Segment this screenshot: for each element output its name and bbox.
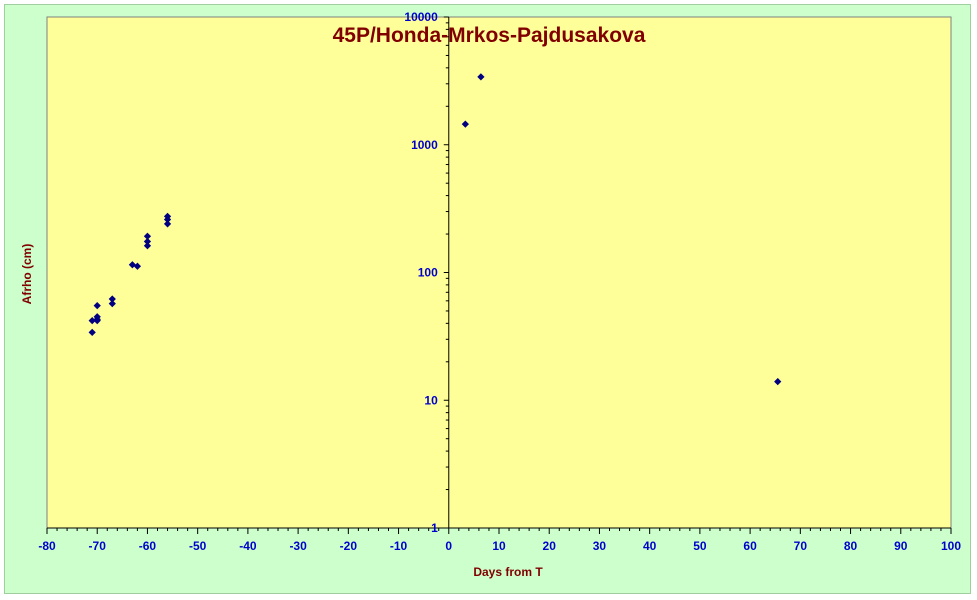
chart-title: 45P/Honda-Mrkos-Pajdusakova <box>333 24 646 47</box>
x-tick-label: -20 <box>340 539 358 553</box>
data-point <box>108 295 116 303</box>
data-point <box>128 261 137 269</box>
axes <box>47 17 951 529</box>
x-tick-label: -70 <box>89 539 107 553</box>
x-tick-label: 50 <box>693 539 707 553</box>
y-tick-label: 10000 <box>404 10 438 24</box>
x-tick-label: 70 <box>794 539 808 553</box>
x-tick-label: -80 <box>38 539 56 553</box>
x-tick-label: 60 <box>743 539 757 553</box>
x-tick-label: -10 <box>390 539 408 553</box>
data-point <box>461 120 469 128</box>
data-point <box>93 317 101 325</box>
y-tick-label: 1000 <box>411 138 438 152</box>
x-tick-label: 10 <box>492 539 506 553</box>
data-point <box>88 328 96 336</box>
data-point <box>477 73 485 81</box>
y-tick-label: 1 <box>431 521 438 535</box>
y-axis-title: Afrho (cm) <box>20 244 34 305</box>
x-tick-label: 30 <box>593 539 607 553</box>
x-tick-label: 20 <box>543 539 557 553</box>
x-tick-label: -40 <box>239 539 257 553</box>
data-point <box>163 212 172 220</box>
data-point <box>143 232 152 240</box>
data-point <box>774 377 782 386</box>
x-tick-label: -30 <box>289 539 307 553</box>
data-point <box>163 220 172 228</box>
plot-area <box>46 16 952 529</box>
x-tick-labels: -80 -70 -60 -50 -40 -30 -20 -10 0 10 20 30 40 50 60 70 8… <box>38 539 961 553</box>
data-points <box>88 73 782 386</box>
data-point <box>143 237 152 246</box>
y-tick-label: 10 <box>424 393 438 407</box>
x-tick-label: 0 <box>445 539 452 553</box>
x-tick-label: 40 <box>643 539 657 553</box>
data-point <box>108 300 116 308</box>
x-tick-label: 90 <box>894 539 908 553</box>
x-axis-title: Days from T <box>473 565 543 579</box>
y-tick-label: 100 <box>418 266 438 280</box>
data-point <box>93 302 101 310</box>
x-tick-label: 80 <box>844 539 858 553</box>
y-tick-labels: 1 10 100 1000 10000 <box>404 10 438 535</box>
x-tick-label: 100 <box>941 539 961 553</box>
x-tick-label: -60 <box>139 539 157 553</box>
x-tick-label: -50 <box>189 539 207 553</box>
data-point <box>143 242 152 250</box>
data-point <box>133 262 142 270</box>
